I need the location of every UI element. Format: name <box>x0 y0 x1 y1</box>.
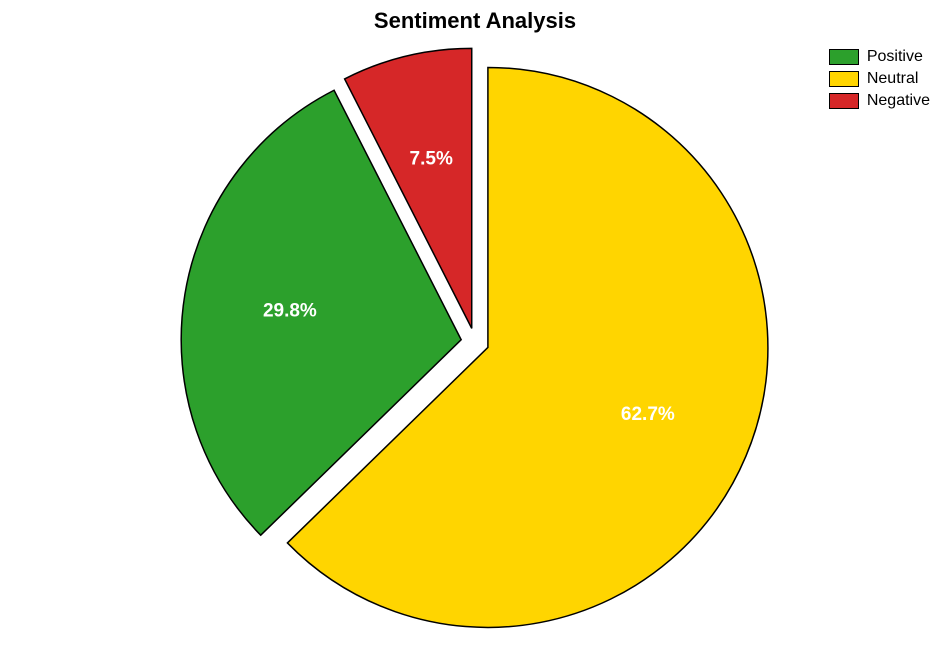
slice-label-negative: 7.5% <box>410 149 453 170</box>
slice-label-positive: 29.8% <box>263 301 317 322</box>
legend-item-negative: Negative <box>829 92 930 110</box>
sentiment-pie-chart: Sentiment Analysis 62.7%29.8%7.5% Positi… <box>0 0 950 662</box>
legend: Positive Neutral Negative <box>829 48 930 114</box>
legend-label: Neutral <box>867 70 919 88</box>
slice-label-neutral: 62.7% <box>621 404 675 425</box>
legend-swatch <box>829 71 859 87</box>
legend-item-positive: Positive <box>829 48 930 66</box>
legend-label: Positive <box>867 48 923 66</box>
pie-svg: 62.7% 29.8% 7.5% <box>0 0 950 662</box>
legend-label: Negative <box>867 92 930 110</box>
legend-item-neutral: Neutral <box>829 70 930 88</box>
legend-swatch <box>829 49 859 65</box>
legend-swatch <box>829 93 859 109</box>
